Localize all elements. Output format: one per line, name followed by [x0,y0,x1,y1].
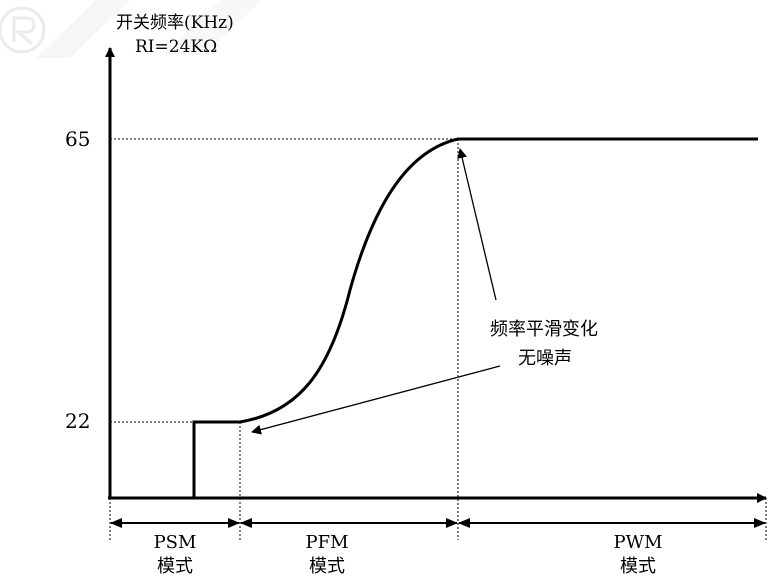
annotation-arrow-lower [251,365,501,435]
mode-label-psm: 模式 [157,556,193,577]
level-label-low: 22 [65,409,90,433]
annotation-line1: 频率平滑变化 [490,319,598,340]
y-axis-title: 开关频率(KHz) [116,13,234,33]
mode-label-pwm: 模式 [620,556,656,577]
dotted-guides [109,138,767,540]
y-axis-subtitle: RI=24KΩ [135,37,217,57]
watermark-logo [0,0,262,58]
region-label-pwm: PWM [613,532,662,553]
annotation-line2: 无噪声 [518,348,572,369]
region-label-pfm: PFM [305,532,348,553]
frequency-curve [192,137,758,498]
annotation-arrow-upper [457,148,497,301]
region-label-psm: PSM [154,532,197,553]
mode-label-pfm: 模式 [309,556,345,577]
level-label-high: 65 [65,127,90,151]
